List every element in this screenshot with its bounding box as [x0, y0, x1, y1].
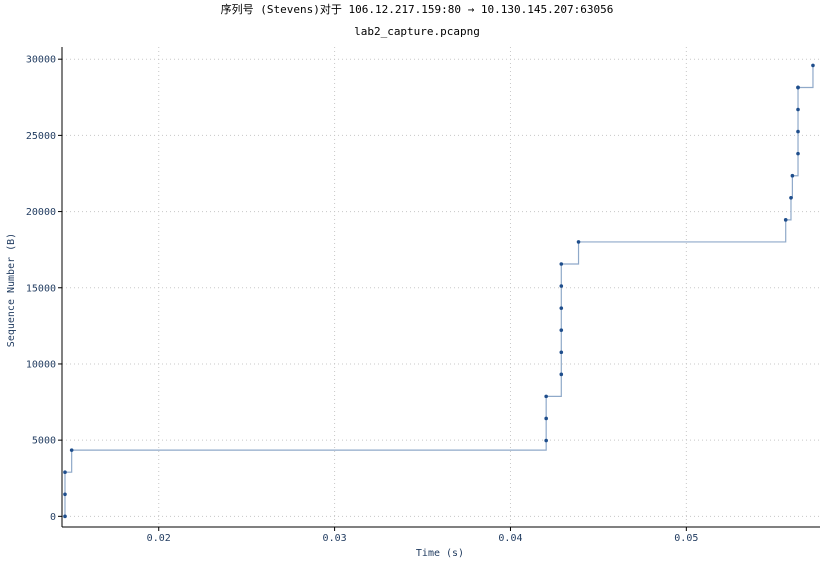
- x-axis-label: Time (s): [416, 548, 464, 559]
- chart-subtitle: lab2_capture.pcapng: [354, 25, 480, 38]
- y-tick-label: 25000: [26, 131, 56, 142]
- data-point: [63, 492, 67, 497]
- chart-title: 序列号 (Stevens)对于 106.12.217.159:80 → 10.1…: [221, 2, 614, 16]
- data-point: [789, 195, 793, 200]
- data-point: [811, 63, 815, 68]
- data-point: [559, 350, 564, 355]
- x-tick-label: 0.04: [498, 533, 522, 544]
- tick-labels: 0.02 0.03 0.04 0.05 0 5000 10000 15000 20000 2500…: [26, 55, 698, 544]
- axes: [58, 47, 820, 531]
- x-tick-label: 0.03: [323, 533, 347, 544]
- data-point: [796, 129, 800, 134]
- data-point: [783, 218, 788, 222]
- y-tick-label: 15000: [26, 283, 56, 294]
- data-point: [790, 173, 795, 178]
- series-group: [63, 63, 815, 519]
- data-point: [544, 416, 548, 421]
- data-point: [69, 448, 74, 452]
- y-axis-label: Sequence Number (B): [6, 233, 17, 347]
- data-point: [544, 394, 548, 399]
- data-point: [559, 284, 564, 288]
- x-tick-label: 0.05: [674, 533, 698, 544]
- data-point: [576, 240, 581, 244]
- data-point: [63, 470, 67, 475]
- data-point: [559, 262, 564, 266]
- y-tick-label: 20000: [26, 207, 56, 218]
- x-tick-label: 0.02: [147, 533, 171, 544]
- data-point: [559, 372, 564, 377]
- y-tick-label: 10000: [26, 359, 56, 370]
- y-tick-label: 30000: [26, 55, 56, 66]
- data-point: [544, 438, 548, 443]
- data-point: [796, 107, 800, 112]
- data-point: [559, 328, 564, 332]
- data-point: [796, 85, 800, 90]
- y-tick-label: 0: [50, 512, 56, 523]
- y-tick-label: 5000: [32, 436, 56, 447]
- grid-lines: [62, 47, 820, 527]
- data-point: [559, 306, 564, 310]
- data-point: [796, 151, 800, 156]
- data-point: [63, 514, 67, 519]
